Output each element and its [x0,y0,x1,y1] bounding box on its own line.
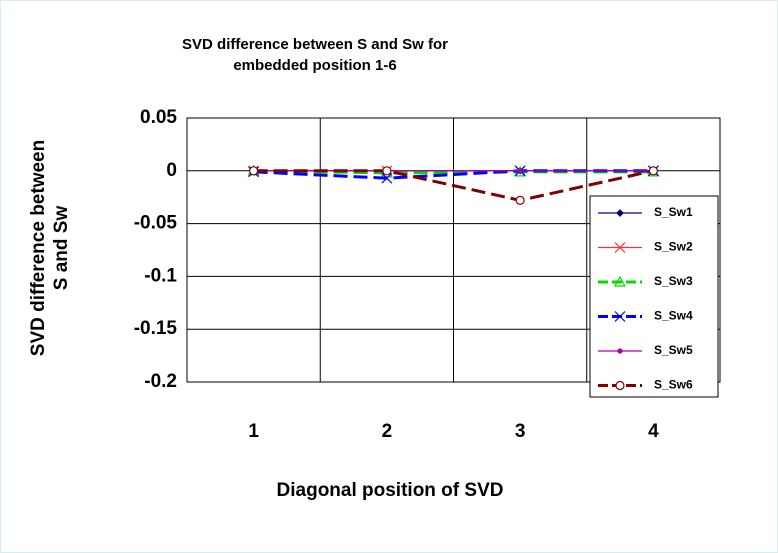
series-line [253,169,654,202]
marker [382,166,392,176]
legend-label: S_Sw4 [654,309,693,323]
y-tick-label: -0.15 [134,318,178,339]
x-axis-label: Diagonal position of SVD [276,480,504,501]
x-tick-label: 2 [382,421,393,442]
marker [614,311,626,322]
y-tick-label: 0.05 [140,107,177,128]
legend-box [589,195,719,398]
chart-title: SVD difference between S and Sw for embe… [182,36,448,74]
y-tick-label: -0.2 [144,371,177,392]
legend-label: S_Sw1 [654,205,693,219]
legend-label: S_Sw2 [654,240,693,254]
legend-label: S_Sw6 [654,378,693,392]
marker [381,172,393,184]
legend-label: S_Sw5 [654,343,693,357]
marker [614,242,626,253]
marker [613,275,627,287]
y-tick-label: 0 [166,160,177,181]
x-tick-label: 4 [648,421,659,442]
y-tick-label: -0.1 [144,265,177,286]
marker [648,166,658,176]
marker [515,195,525,205]
x-tick-label: 1 [248,421,259,442]
marker [616,209,624,217]
marker [617,348,623,354]
marker [615,380,625,391]
marker [517,168,523,174]
marker [249,166,259,176]
legend-label: S_Sw3 [654,274,693,288]
x-tick-label: 3 [515,421,526,442]
y-tick-label: -0.05 [134,213,178,234]
